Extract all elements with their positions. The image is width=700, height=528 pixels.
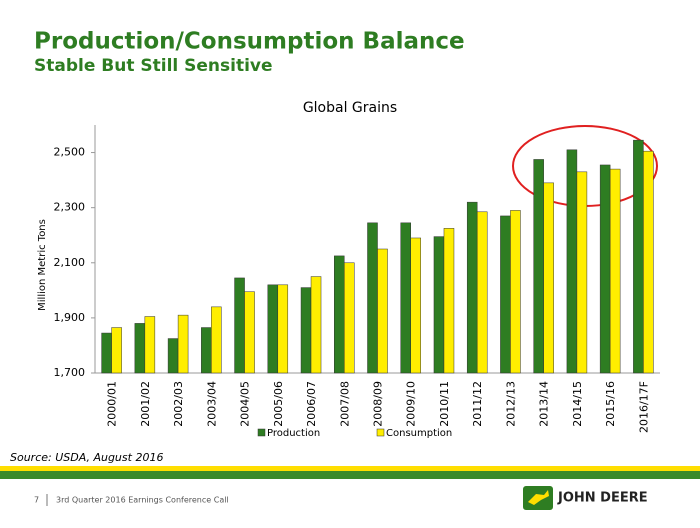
- bar: [500, 215, 511, 374]
- stripe: [0, 471, 700, 479]
- bar: [111, 327, 122, 374]
- bar: [367, 222, 378, 374]
- page-number: 7: [34, 496, 39, 505]
- y-tick-label: 2,300: [54, 201, 86, 214]
- bar: [244, 291, 255, 374]
- bar: [476, 211, 488, 374]
- bar: [300, 287, 312, 374]
- bar: [144, 316, 156, 374]
- x-tick-label: 2015/16: [604, 381, 617, 427]
- bar: [377, 248, 388, 374]
- x-tick-label: 2008/09: [372, 381, 385, 427]
- slide-title: Production/Consumption Balance: [34, 29, 465, 55]
- logo-deer: [528, 490, 549, 505]
- y-tick-label: 2,100: [54, 256, 86, 269]
- bar: [543, 182, 554, 374]
- bar: [177, 314, 189, 374]
- bar: [443, 228, 455, 374]
- bar: [433, 236, 445, 374]
- x-tick-label: 2004/05: [239, 381, 252, 427]
- x-tick-label: 2005/06: [272, 381, 285, 427]
- y-tick-label: 1,900: [54, 311, 86, 324]
- x-tick-label: 2016/17F: [637, 381, 650, 433]
- chart-title: Global Grains: [303, 100, 397, 116]
- bar: [533, 159, 544, 374]
- x-tick-label: 2002/03: [172, 381, 185, 427]
- x-tick-label: 2001/02: [139, 381, 152, 427]
- legend-swatch: [376, 428, 385, 437]
- x-tick-label: 2003/04: [205, 381, 218, 427]
- y-tick-label: 1,700: [54, 366, 86, 379]
- stripe: [0, 466, 700, 471]
- x-tick-label: 2009/10: [405, 381, 418, 427]
- bar: [267, 284, 279, 374]
- bar: [277, 284, 289, 374]
- logo-text: JOHN DEERE: [557, 491, 648, 506]
- bar: [134, 323, 146, 374]
- bar: [576, 171, 588, 374]
- footer: 3rd Quarter 2016 Earnings Conference Cal…: [56, 496, 229, 505]
- bar: [410, 237, 421, 374]
- y-axis-label: Million Metric Tons: [37, 219, 48, 311]
- x-tick-label: 2012/13: [504, 381, 517, 427]
- bar: [310, 276, 322, 374]
- bar: [510, 210, 521, 374]
- bar: [344, 262, 355, 374]
- bar: [566, 149, 578, 374]
- x-tick-label: 2010/11: [438, 381, 451, 427]
- bar: [400, 222, 411, 374]
- bar: [234, 277, 245, 374]
- x-tick-label: 2014/15: [571, 381, 584, 427]
- bar: [643, 150, 654, 374]
- bar: [609, 168, 621, 374]
- bar: [599, 164, 611, 374]
- x-tick-label: 2006/07: [305, 381, 318, 427]
- bar: [466, 201, 478, 374]
- bar: [211, 306, 222, 374]
- x-tick-label: 2000/01: [106, 381, 119, 427]
- legend-label: Production: [267, 428, 320, 439]
- source: Source: USDA, August 2016: [10, 451, 163, 464]
- legend-label: Consumption: [386, 428, 452, 439]
- legend-swatch: [257, 428, 266, 437]
- y-tick-label: 2,500: [54, 146, 86, 159]
- bar: [334, 255, 345, 374]
- slide-subtitle: Stable But Still Sensitive: [34, 56, 273, 76]
- bar: [167, 338, 179, 374]
- bar: [201, 327, 212, 374]
- x-tick-label: 2007/08: [338, 381, 351, 427]
- bar: [101, 332, 112, 374]
- x-tick-label: 2011/12: [471, 381, 484, 427]
- x-tick-label: 2013/14: [538, 381, 551, 427]
- bar: [633, 139, 644, 374]
